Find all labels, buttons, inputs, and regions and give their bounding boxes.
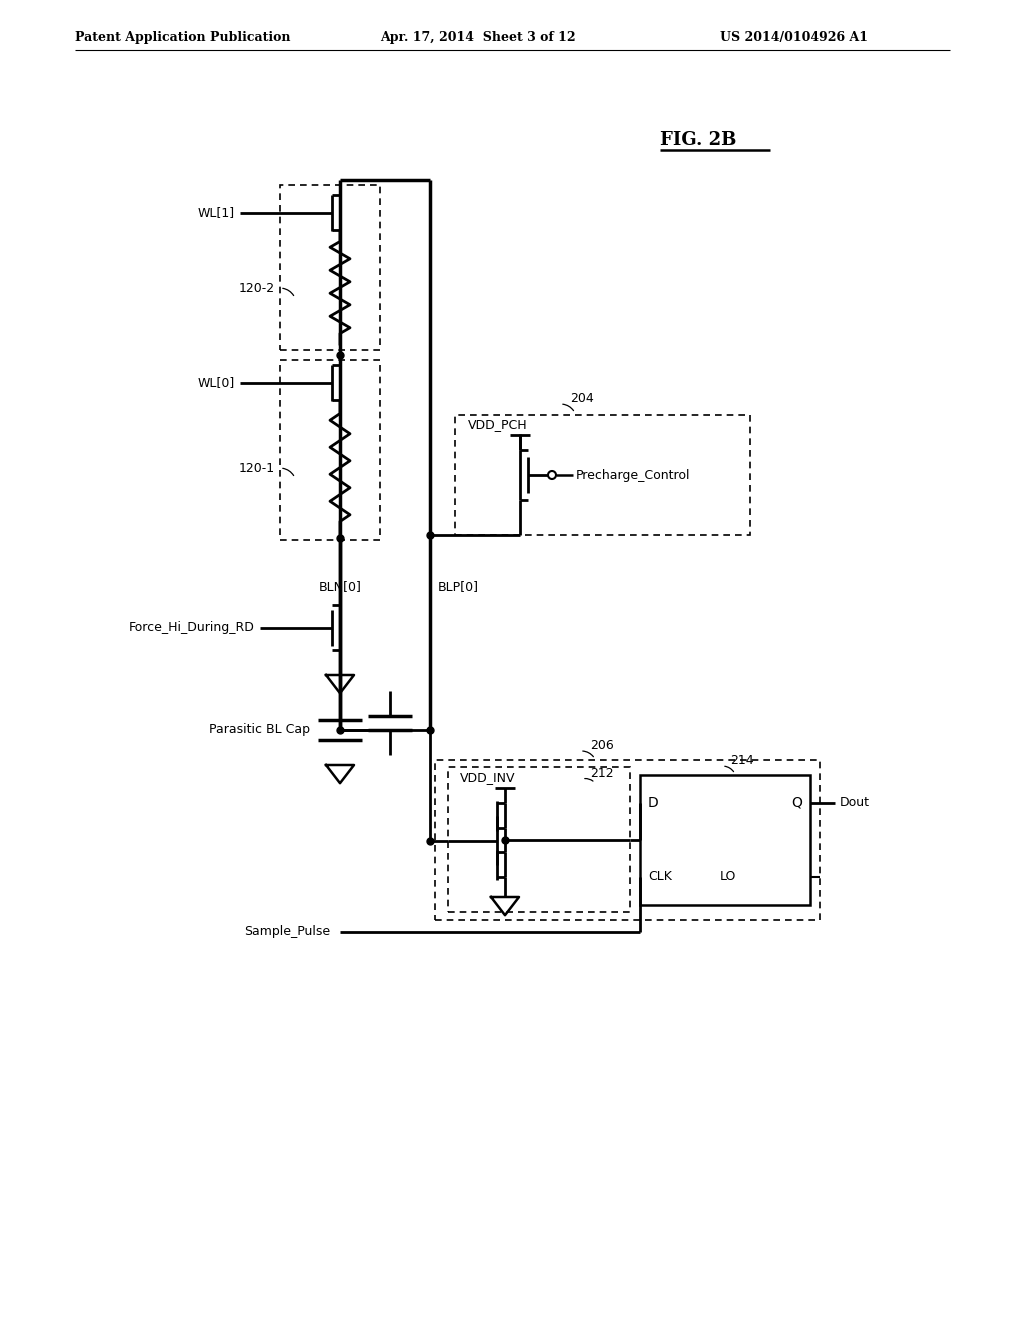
Text: VDD_PCH: VDD_PCH (468, 418, 527, 432)
Text: Sample_Pulse: Sample_Pulse (244, 925, 330, 939)
Text: Patent Application Publication: Patent Application Publication (75, 30, 291, 44)
Bar (455, 414, 750, 535)
Bar (449, 767, 630, 912)
Text: 204: 204 (570, 392, 594, 405)
Text: WL[1]: WL[1] (198, 206, 234, 219)
Text: Dout: Dout (840, 796, 870, 809)
Text: Apr. 17, 2014  Sheet 3 of 12: Apr. 17, 2014 Sheet 3 of 12 (380, 30, 575, 44)
Text: 120-2: 120-2 (239, 281, 275, 294)
Text: US 2014/0104926 A1: US 2014/0104926 A1 (720, 30, 868, 44)
Text: Force_Hi_During_RD: Force_Hi_During_RD (129, 622, 255, 635)
Text: FIG. 2B: FIG. 2B (660, 131, 736, 149)
Text: 206: 206 (590, 739, 613, 752)
Text: 212: 212 (590, 767, 613, 780)
Text: 214: 214 (730, 754, 754, 767)
Text: Q: Q (792, 796, 802, 810)
Bar (280, 360, 380, 540)
Text: VDD_INV: VDD_INV (460, 771, 515, 784)
Text: BLN[0]: BLN[0] (318, 579, 361, 593)
Text: 120-1: 120-1 (239, 462, 275, 474)
Bar (280, 185, 380, 350)
Text: Parasitic BL Cap: Parasitic BL Cap (209, 723, 310, 737)
Text: D: D (648, 796, 658, 810)
Bar (435, 760, 820, 920)
Text: CLK: CLK (648, 870, 672, 883)
Text: BLP[0]: BLP[0] (438, 579, 479, 593)
Text: Precharge_Control: Precharge_Control (575, 469, 690, 482)
Text: LO: LO (720, 870, 736, 883)
Bar (640, 775, 810, 906)
Text: WL[0]: WL[0] (198, 376, 234, 389)
